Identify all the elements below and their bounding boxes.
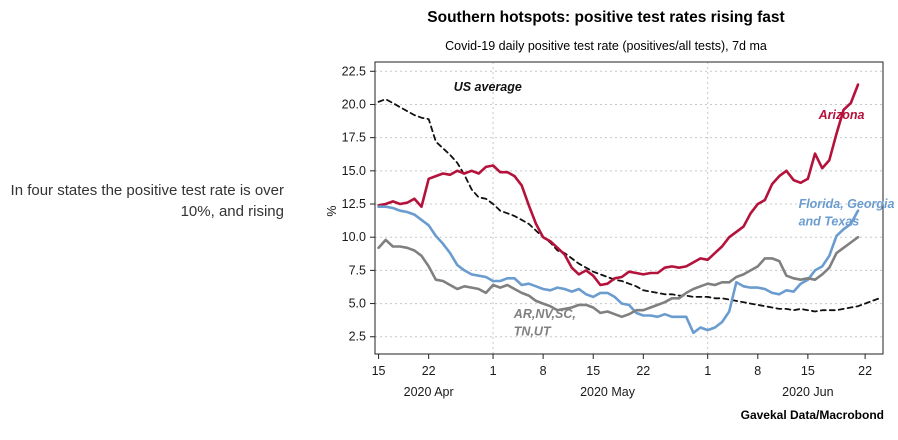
month-label: 2020 Apr bbox=[404, 385, 454, 399]
y-tick-label: 22.5 bbox=[342, 64, 366, 78]
y-tick-label: 10.0 bbox=[342, 230, 366, 244]
y-tick-label: 17.5 bbox=[342, 131, 366, 145]
x-tick-label: 22 bbox=[858, 364, 872, 378]
x-tick-label: 8 bbox=[540, 364, 547, 378]
series-line-ar-nv-sc-tn-ut bbox=[377, 235, 860, 319]
annotation-label: Florida, Georgia bbox=[799, 197, 895, 211]
source-credit: Gavekal Data/Macrobond bbox=[741, 408, 884, 422]
plot-frame bbox=[374, 61, 884, 355]
y-tick-label: 2.5 bbox=[349, 330, 366, 344]
annotation-label: AR,NV,SC, bbox=[513, 307, 576, 321]
chart-subtitle: Covid-19 daily positive test rate (posit… bbox=[445, 39, 767, 53]
month-label: 2020 Jun bbox=[782, 385, 833, 399]
series-line-arizona bbox=[377, 83, 860, 287]
annotation-label: Arizona bbox=[818, 108, 865, 122]
x-tick-label: 8 bbox=[754, 364, 761, 378]
y-tick-label: 12.5 bbox=[342, 197, 366, 211]
y-tick-label: 15.0 bbox=[342, 164, 366, 178]
annotation-label: and Texas bbox=[799, 214, 860, 228]
x-tick-label: 15 bbox=[372, 364, 386, 378]
grid bbox=[375, 62, 883, 354]
side-note: In four states the positive test rate is… bbox=[10, 182, 284, 220]
x-tick-label: 22 bbox=[636, 364, 650, 378]
x-tick-label: 15 bbox=[586, 364, 600, 378]
y-tick-label: 7.5 bbox=[349, 263, 366, 277]
month-label: 2020 May bbox=[580, 385, 636, 399]
x-tick-label: 15 bbox=[801, 364, 815, 378]
chart-title: Southern hotspots: positive test rates r… bbox=[427, 9, 784, 26]
y-tick-label: 5.0 bbox=[349, 297, 366, 311]
series-lines bbox=[377, 83, 881, 335]
y-axis: 2.5 5.0 7.5 10.0 12.5 15.0 17.5 20.0 22.5 bbox=[342, 64, 375, 344]
x-tick-label: 1 bbox=[704, 364, 711, 378]
series-line-us-average bbox=[377, 98, 881, 313]
annotation-label: TN,UT bbox=[514, 324, 552, 338]
x-axis: 15 22 1 8 15 22 1 8 15 22 2020 Apr 2020 May 2020 Jun bbox=[372, 354, 872, 399]
series-line-florida-georgia-and-texas bbox=[377, 205, 860, 335]
y-axis-label: % bbox=[325, 205, 339, 216]
annotations: US average Arizona Florida, Georgia and Tex… bbox=[454, 80, 895, 338]
y-tick-label: 20.0 bbox=[342, 97, 366, 111]
x-tick-label: 22 bbox=[422, 364, 436, 378]
annotation-label: US average bbox=[454, 80, 522, 94]
x-tick-label: 1 bbox=[490, 364, 497, 378]
